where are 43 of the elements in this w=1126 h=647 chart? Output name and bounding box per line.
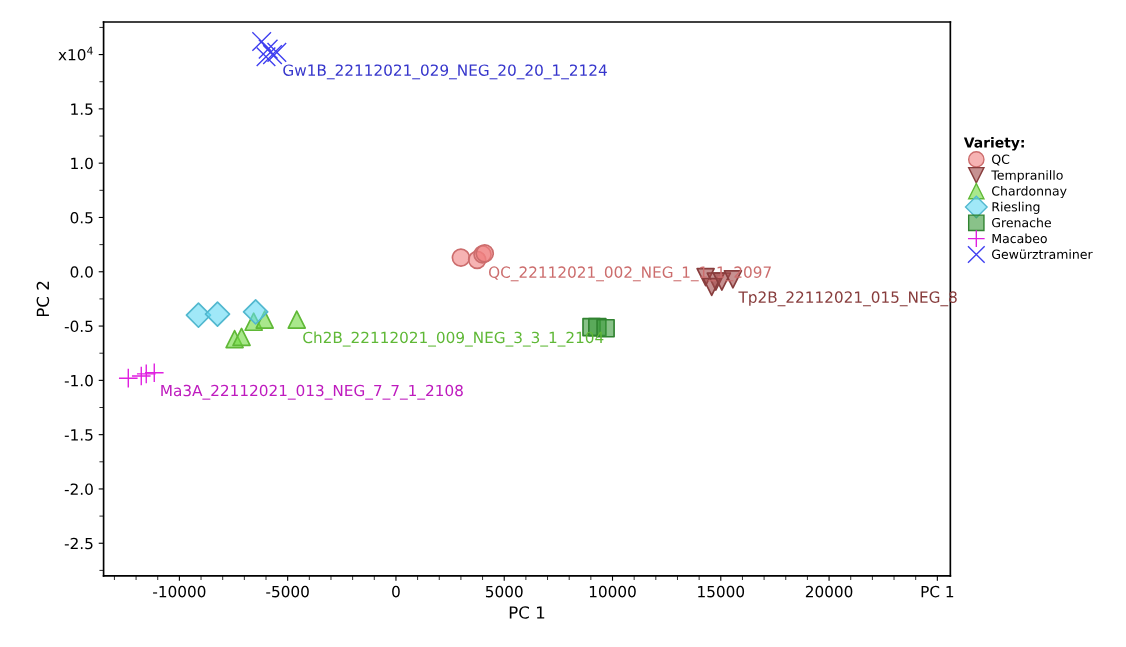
point <box>232 327 251 347</box>
annotation: Ch2B_22112021_009_NEG_3_3_1_2104 <box>303 331 604 347</box>
point <box>204 301 231 327</box>
x-tick-label: 15000 <box>698 585 745 598</box>
legend-label: Grenache <box>992 217 1051 228</box>
point <box>242 299 269 325</box>
legend-label: Riesling <box>992 201 1040 214</box>
legend-label: Gewürztraminer <box>992 249 1093 260</box>
y-tick-label: -1.5 <box>64 429 93 441</box>
x-tick-label: 20000 <box>805 585 853 598</box>
y-tick-label: x10$^{4}$ <box>58 46 93 61</box>
legend-label: Tempranillo <box>991 170 1063 183</box>
annotation: Ma3A_22112021_013_NEG_7_7_1_2108 <box>161 384 463 400</box>
x-tick-label: -5000 <box>266 585 309 598</box>
point <box>251 31 272 52</box>
x-tick-label: 5000 <box>485 585 523 598</box>
point <box>256 46 277 67</box>
x-axis-title: PC 1 <box>509 606 545 619</box>
y-tick-label: 1.5 <box>71 103 93 115</box>
legend-label: Chardonnay <box>992 185 1067 199</box>
legend-title: Variety: <box>963 136 1024 151</box>
x-tick-label: PC 1 <box>921 585 954 598</box>
y-axis-title: PC 2 <box>36 281 50 317</box>
x-tick-label: 10000 <box>589 585 636 598</box>
legend-label: QC <box>992 154 1010 166</box>
annotation: Gw1B_22112021_029_NEG_20_20_1_2124 <box>283 64 607 80</box>
x-tick-label: -10000 <box>153 585 206 598</box>
point <box>287 310 307 329</box>
legend-label: Macabeo <box>992 233 1047 244</box>
point <box>144 362 165 383</box>
point <box>136 363 157 384</box>
y-tick-label: 1.0 <box>71 157 93 170</box>
y-tick-label: -2.5 <box>64 537 93 550</box>
point <box>451 248 471 267</box>
y-tick-label: 0.5 <box>70 211 93 224</box>
point <box>118 368 139 389</box>
point <box>258 39 279 60</box>
y-tick-label: -2.0 <box>64 483 93 495</box>
x-tick-label: 0 <box>392 585 400 598</box>
y-tick-label: 0.0 <box>70 266 93 278</box>
y-tick-label: -1.0 <box>64 374 93 387</box>
y-tick-label: -0.5 <box>64 320 93 333</box>
point <box>131 366 152 387</box>
